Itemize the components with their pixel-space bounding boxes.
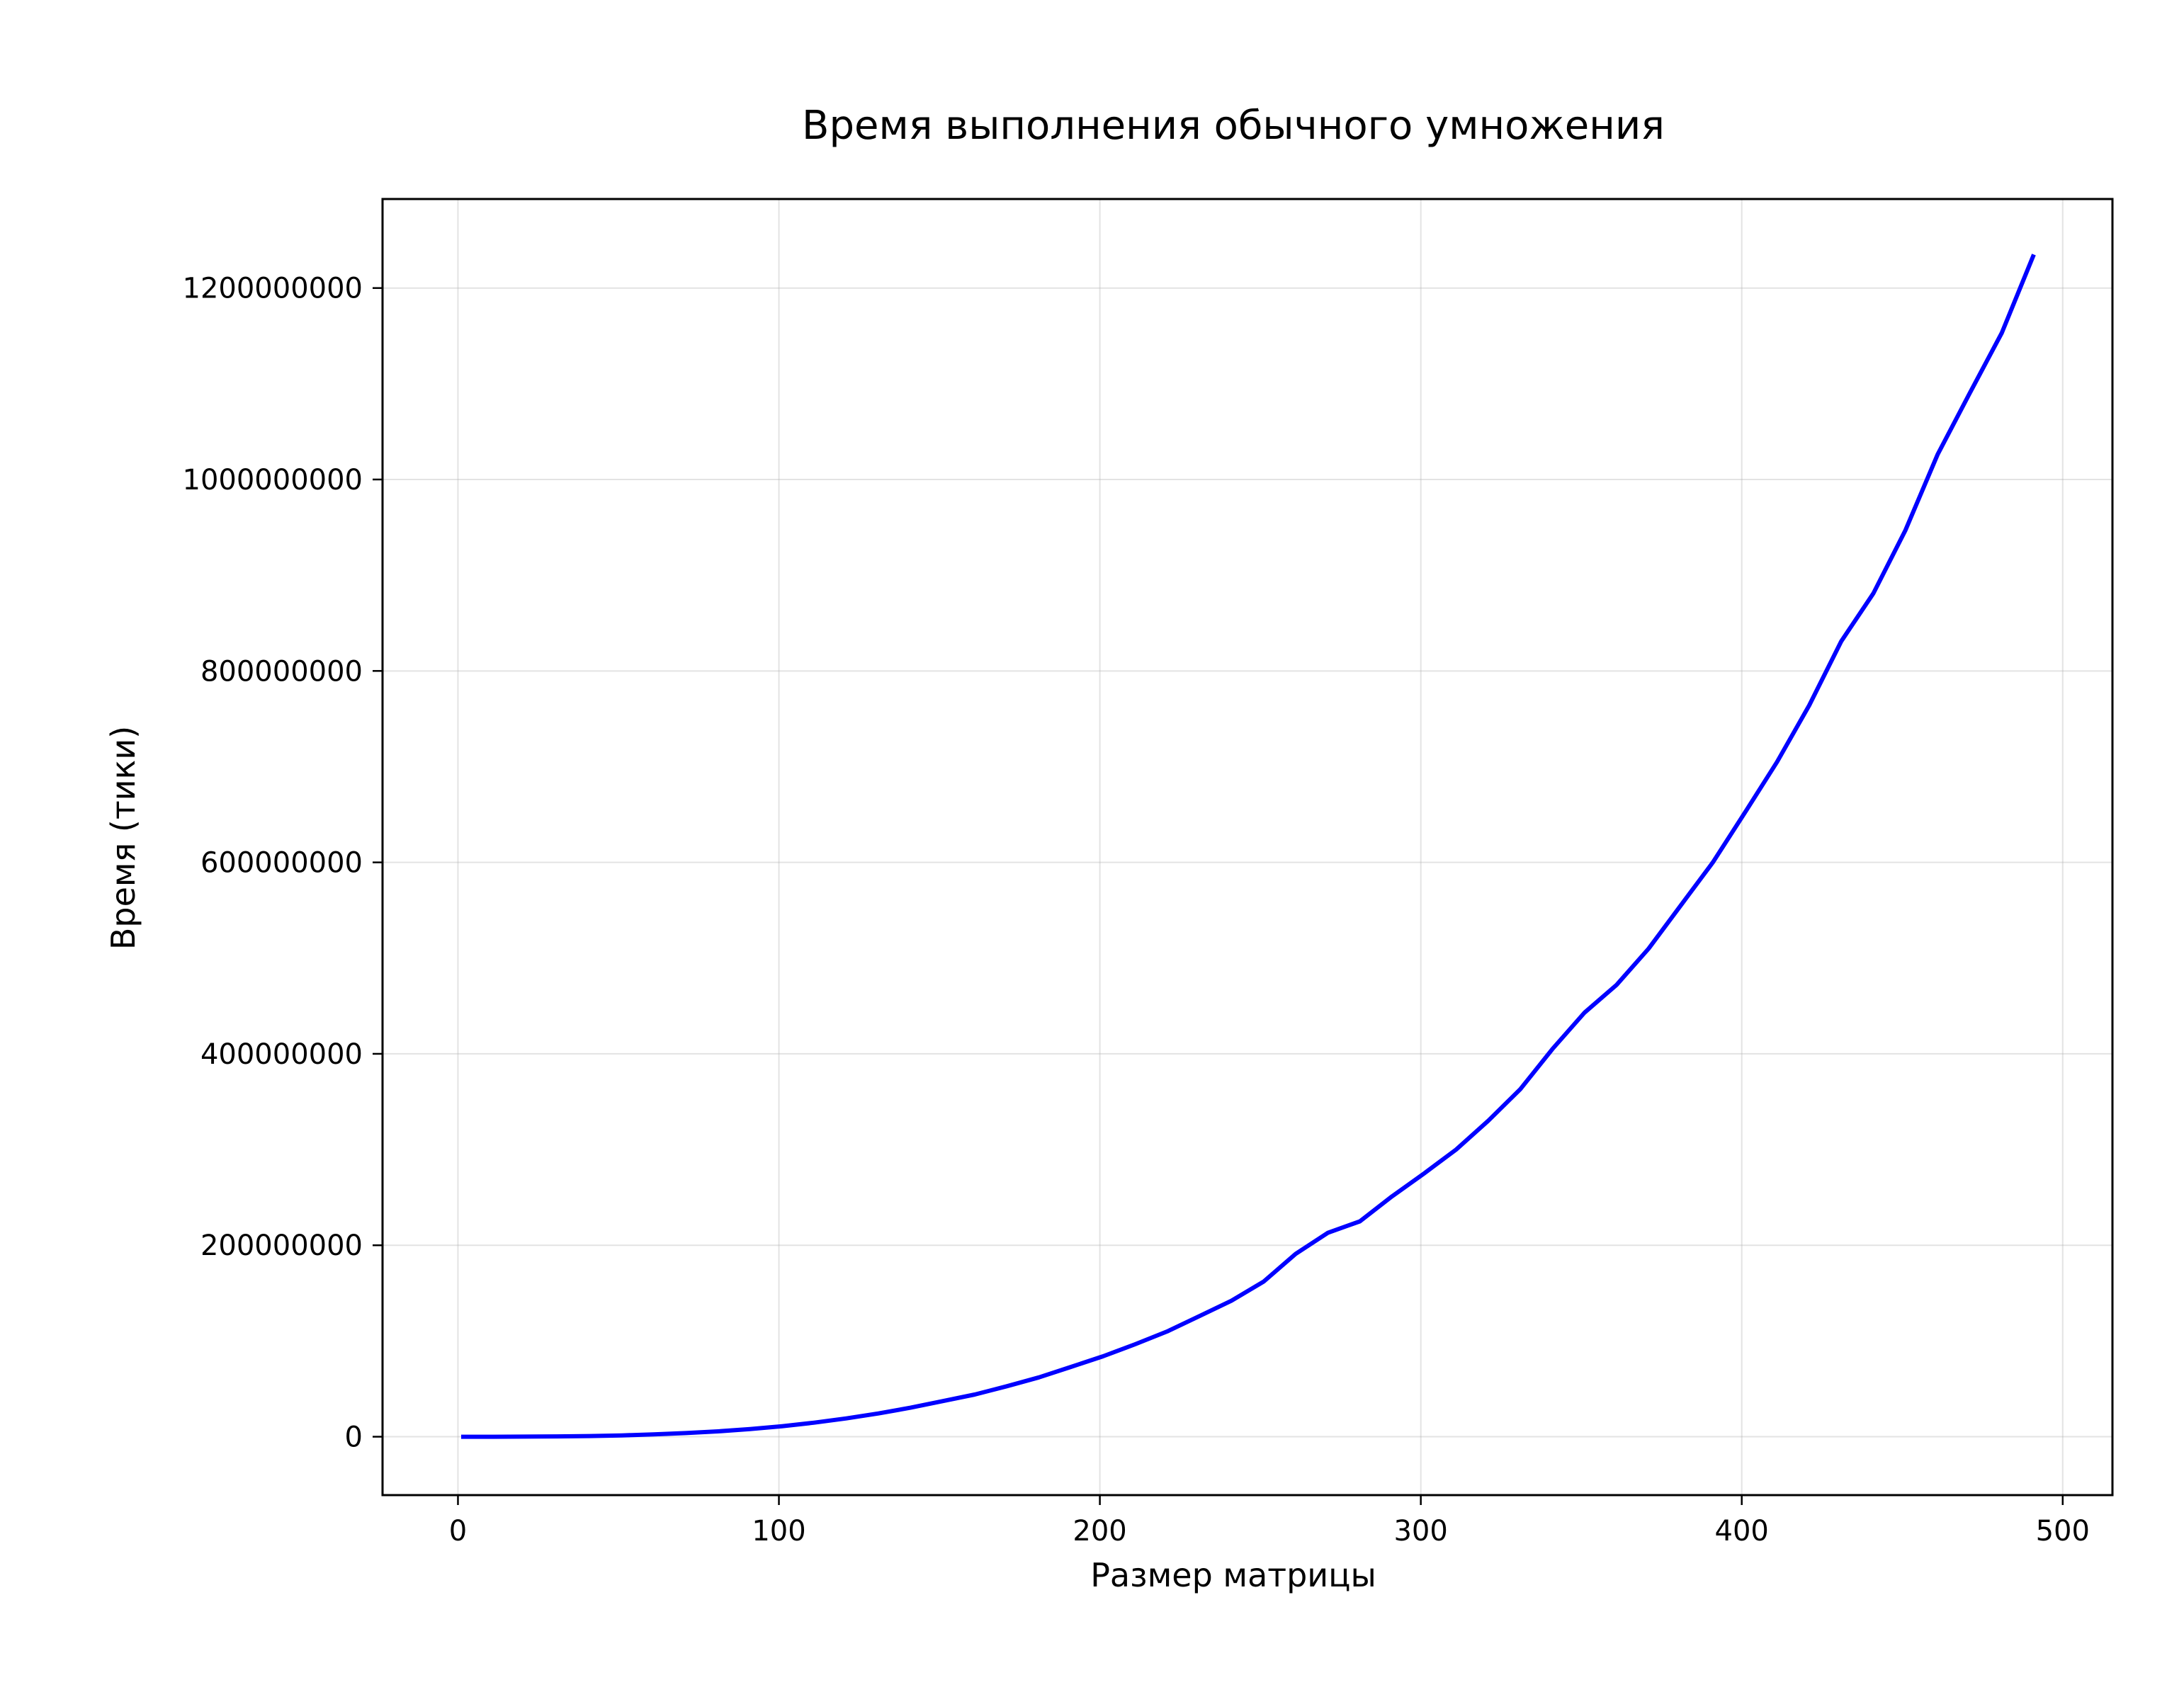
series-layer [461,254,2036,1439]
y-tick-label: 800000000 [200,655,363,688]
grid-lines [383,199,2112,1495]
tick-labels: 0 100 200 300 400 500 0 200000000 400000000 60000… [183,273,2090,1548]
plot-frame [381,198,2114,1497]
x-tick-label: 300 [1393,1515,1447,1548]
y-tick-label: 400000000 [200,1038,363,1071]
x-tick-label: 400 [1715,1515,1769,1548]
chart-title: Время выполнения обычного умножения [802,103,1665,149]
y-axis-label: Время (тики) [104,726,142,950]
series-line [461,254,2036,1439]
y-tick-label: 1200000000 [183,273,363,305]
x-tick-label: 200 [1073,1515,1126,1548]
x-tick-label: 500 [2036,1515,2090,1548]
x-axis-label: Размер матрицы [1090,1556,1376,1594]
x-tick-label: 100 [752,1515,805,1548]
y-tick-label: 1000000000 [183,464,363,496]
y-tick-label: 200000000 [200,1230,363,1262]
x-tick-label: 0 [449,1515,467,1548]
y-tick-label: 0 [345,1421,363,1454]
axis-ticks [373,287,2064,1505]
y-tick-label: 600000000 [200,847,363,880]
